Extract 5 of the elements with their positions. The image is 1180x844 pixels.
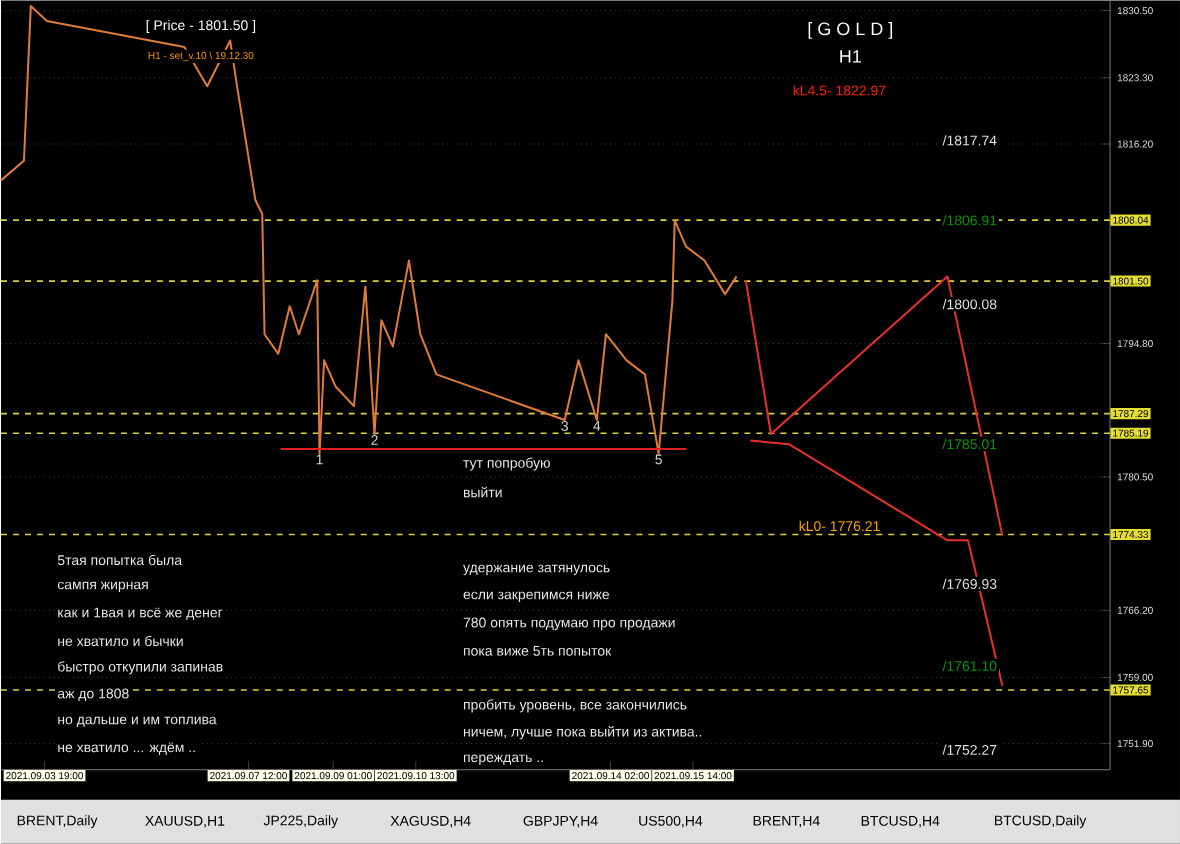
line-series (744, 275, 1004, 537)
line-series (749, 439, 1004, 687)
text: [ G O L D ] (808, 22, 893, 39)
text: H1 (840, 50, 861, 63)
line-series (0, 5, 738, 455)
